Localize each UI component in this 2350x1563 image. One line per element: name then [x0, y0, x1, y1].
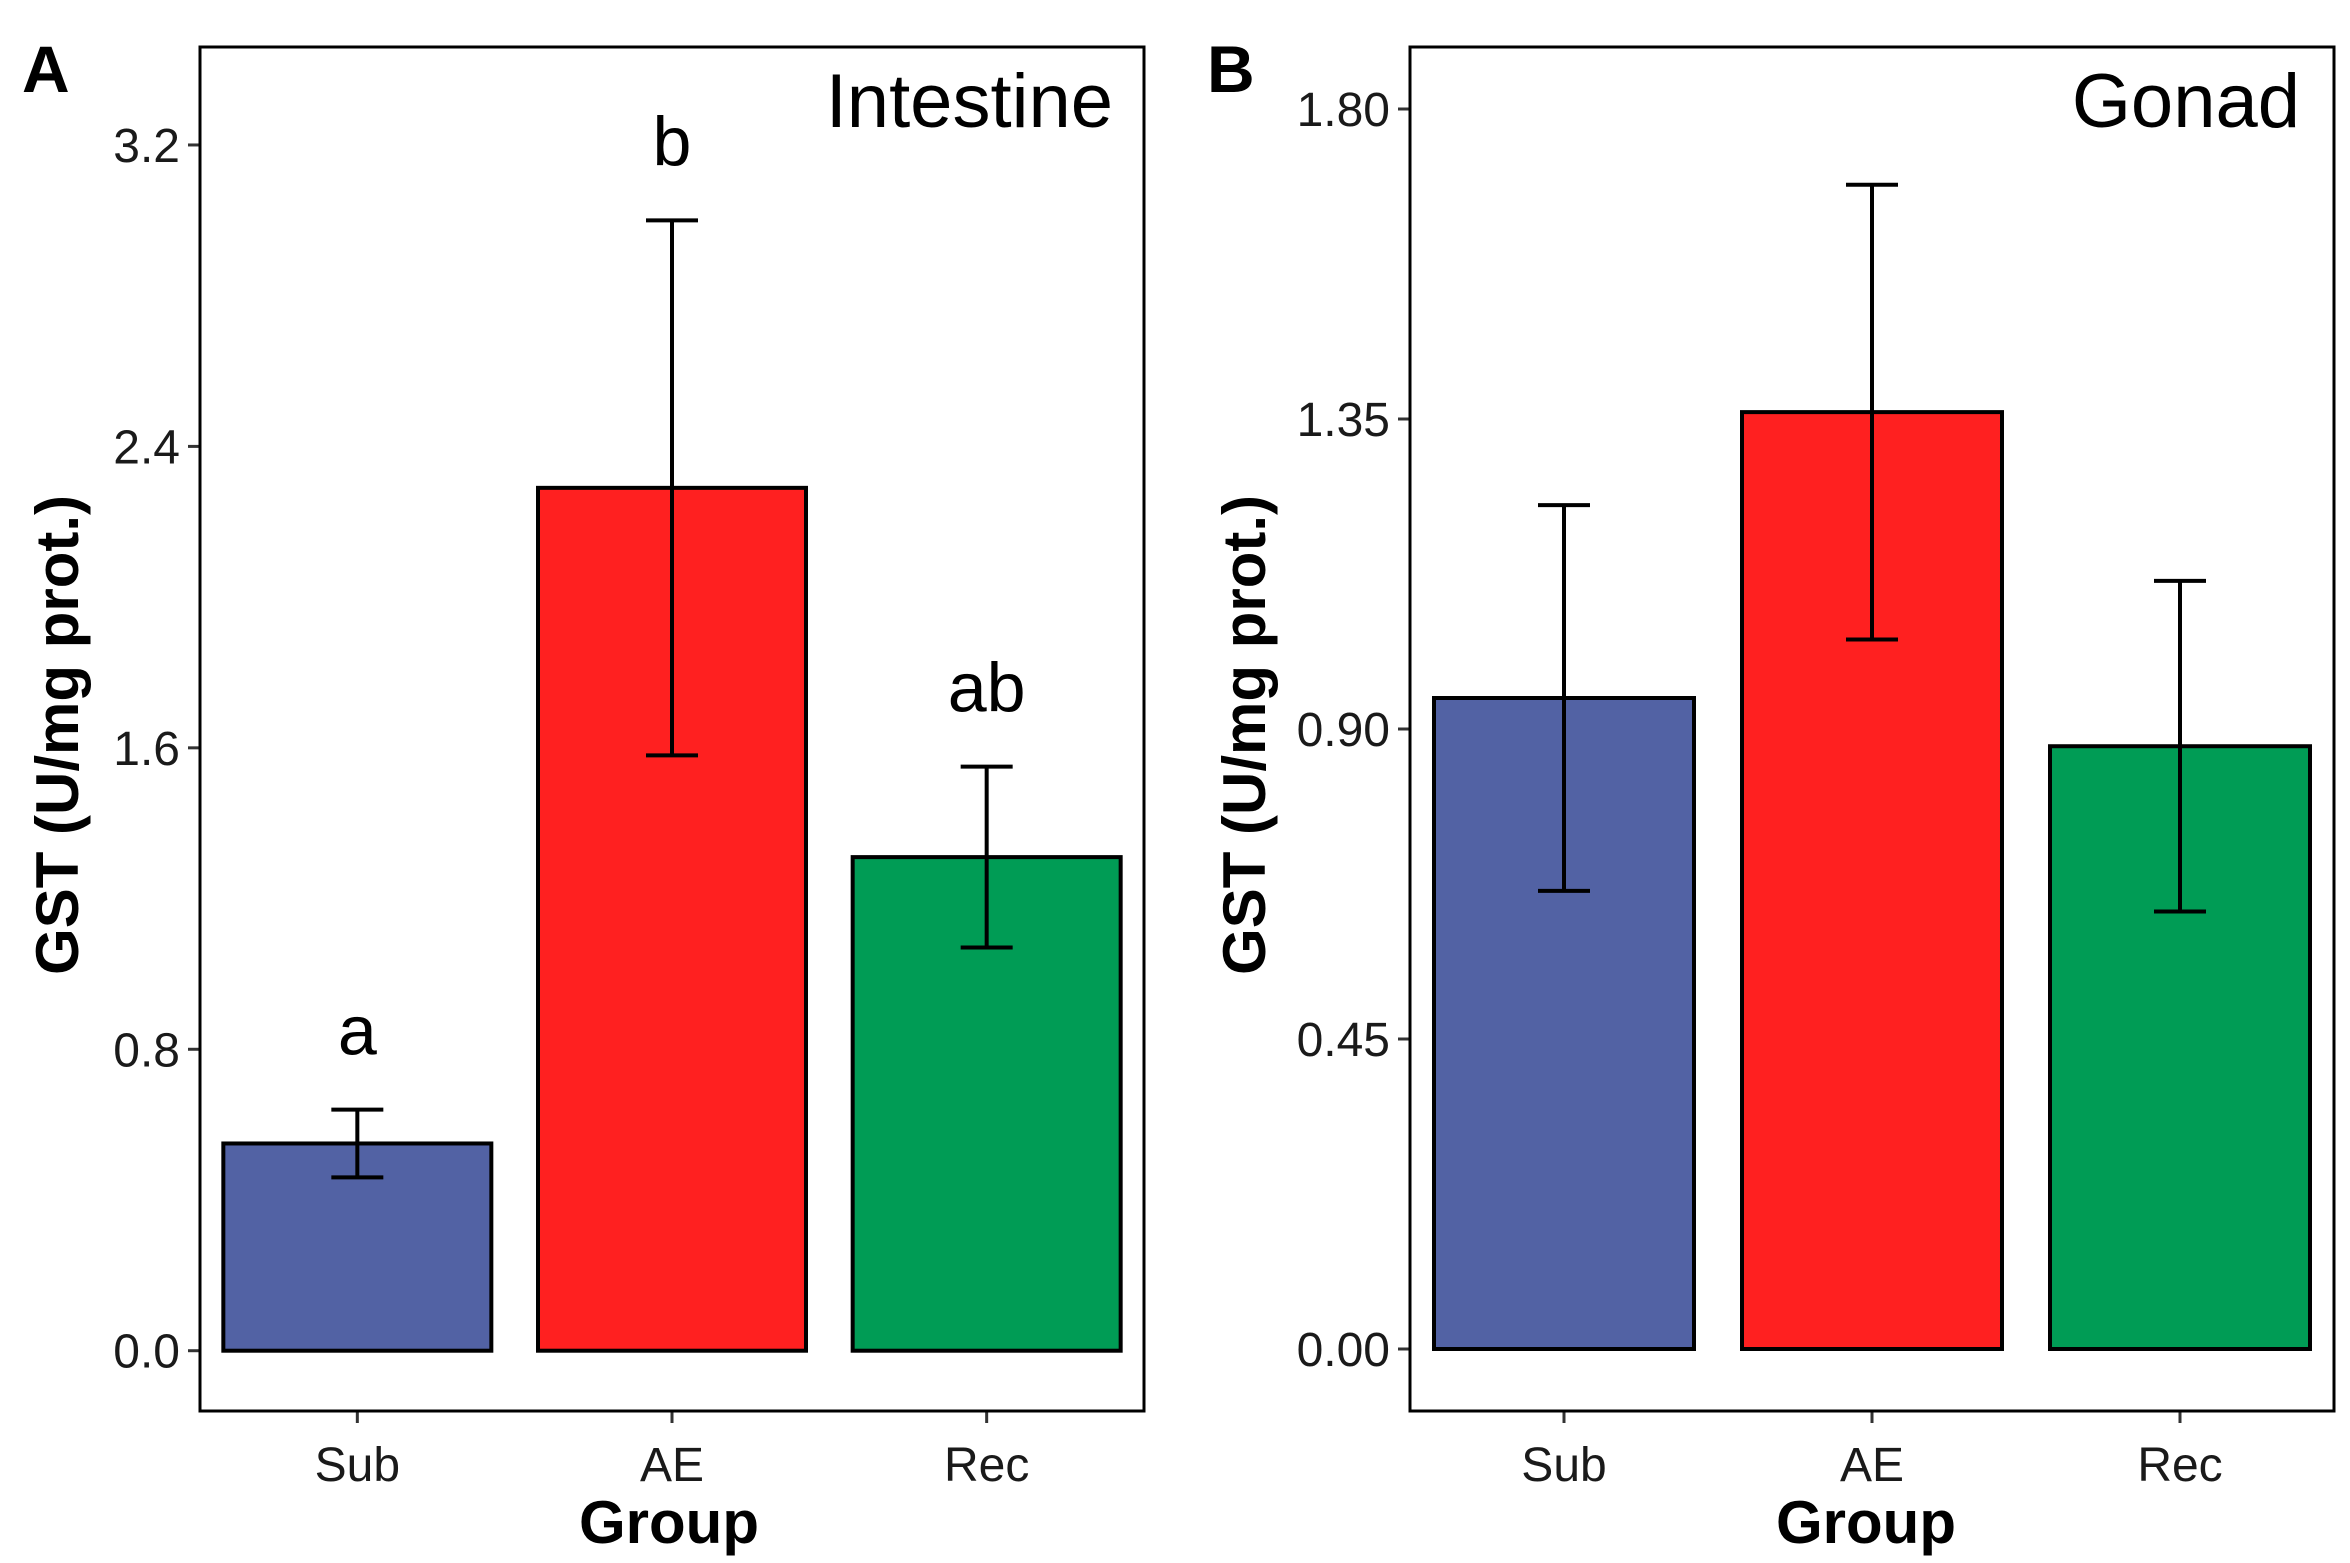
y-axis-title: GST (U/mg prot.)	[24, 495, 91, 975]
error-bar-sub	[331, 1107, 384, 1180]
panel-title: Gonad	[2072, 59, 2300, 144]
x-tick-label: AE	[1840, 1439, 1904, 1492]
y-tick-label: 1.6	[113, 723, 180, 776]
x-axis-title: Group	[1776, 1489, 1956, 1556]
error-bar-rec	[2154, 578, 2206, 914]
y-tick-label: 2.4	[113, 421, 180, 474]
error-bar-sub	[1538, 503, 1590, 893]
y-tick-label: 0.00	[1297, 1324, 1390, 1377]
plot-frame	[1408, 45, 2336, 1413]
panel-letter-b: B	[1207, 32, 1255, 106]
x-tick-label: Sub	[1521, 1439, 1606, 1492]
x-axis-title: Group	[579, 1489, 759, 1556]
y-tick-label: 0.8	[113, 1024, 180, 1077]
error-bar-rec	[960, 764, 1013, 950]
significance-label-ae: b	[653, 102, 692, 180]
significance-label-sub: a	[338, 992, 377, 1070]
error-bar-ae	[1846, 182, 1898, 642]
x-tick-label: Rec	[944, 1439, 1029, 1492]
y-tick-label: 3.2	[113, 120, 180, 173]
y-tick-label: 0.45	[1297, 1014, 1390, 1067]
x-tick-label: AE	[640, 1439, 704, 1492]
y-tick-label: 0.90	[1297, 704, 1390, 757]
y-tick-label: 1.80	[1297, 84, 1390, 137]
significance-label-rec: ab	[948, 649, 1026, 727]
y-tick-label: 0.0	[113, 1326, 180, 1379]
panel-letter-a: A	[22, 32, 70, 106]
plot-frame	[198, 45, 1146, 1413]
y-tick-label: 1.35	[1297, 394, 1390, 447]
x-tick-label: Sub	[315, 1439, 400, 1492]
panel-gonad: B 0.00 0.45 0.90 1.35 1.80 Sub AE Rec Gonad Gr…	[1207, 32, 2336, 1556]
error-bar-ae	[646, 218, 698, 758]
panel-title: Intestine	[826, 59, 1113, 144]
y-axis-title: GST (U/mg prot.)	[1211, 495, 1278, 975]
x-tick-label: Rec	[2137, 1439, 2222, 1492]
